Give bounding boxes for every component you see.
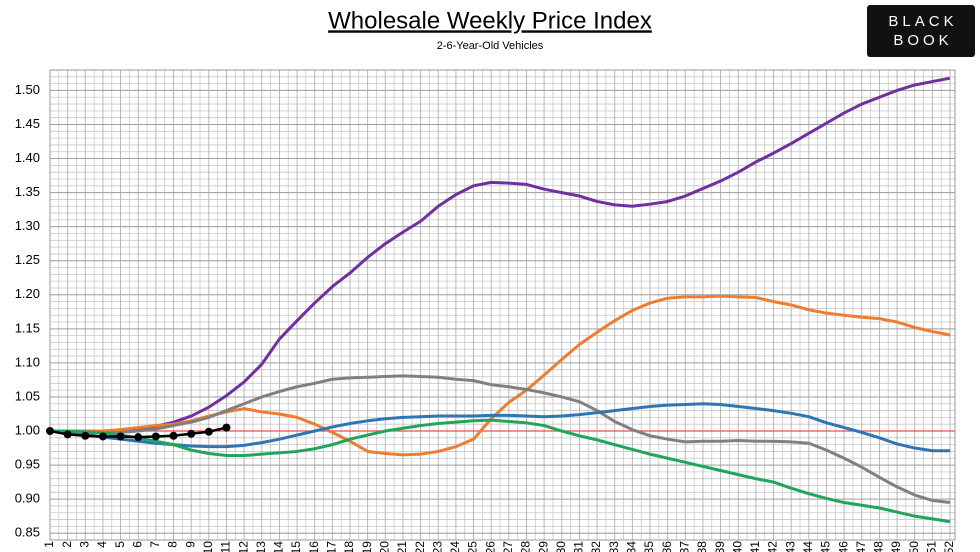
- x-tick-label: 40: [730, 541, 744, 552]
- series-line: [49, 402, 950, 453]
- x-tick-label: 20: [377, 541, 391, 552]
- x-tick-label: 8: [166, 541, 180, 548]
- plot-frame: [49, 69, 956, 541]
- x-tick-label: 44: [801, 541, 815, 552]
- x-tick-label: 10: [201, 541, 215, 552]
- y-tick-label: 1.25: [15, 252, 40, 267]
- series-line: [50, 76, 951, 434]
- y-tick-label: 0.85: [15, 525, 40, 540]
- x-tick-label: 11: [219, 541, 233, 552]
- x-tick-label: 37: [677, 541, 691, 552]
- x-tick-label: 43: [783, 541, 797, 552]
- y-tick-label: 1.00: [15, 422, 40, 437]
- x-tick-label: 3: [77, 541, 91, 548]
- x-tick-label: 35: [642, 541, 656, 552]
- x-tick-label: 5: [113, 541, 127, 548]
- x-tick-label: 48: [872, 541, 886, 552]
- x-tick-label: 24: [448, 541, 462, 552]
- x-tick-label: 36: [660, 541, 674, 552]
- data-point: [46, 427, 54, 436]
- x-tick-label: 15: [289, 541, 303, 552]
- x-tick-label: 33: [607, 541, 621, 552]
- data-point: [204, 427, 213, 436]
- y-tick-label: 0.90: [15, 491, 40, 506]
- x-tick-label: 45: [819, 541, 833, 552]
- x-tick-label: 29: [536, 541, 550, 552]
- y-tick-label: 1.30: [15, 218, 40, 233]
- x-tick-label: 12: [236, 541, 250, 552]
- logo-text: BOOK: [893, 32, 952, 49]
- data-point: [134, 433, 143, 442]
- series-line: [50, 418, 951, 524]
- x-tick-label: 38: [695, 541, 709, 552]
- x-tick-label: 6: [130, 541, 144, 548]
- data-point: [98, 432, 107, 441]
- y-tick-label: 1.10: [15, 354, 40, 369]
- x-tick-label: 26: [483, 541, 497, 552]
- x-tick-label: 13: [254, 541, 268, 552]
- y-tick-label: 1.05: [15, 388, 40, 403]
- x-tick-label: 50: [907, 541, 921, 552]
- series-line: [49, 374, 951, 505]
- x-tick-label: 17: [325, 541, 339, 552]
- data-point: [151, 432, 160, 441]
- x-tick-label: 22: [413, 541, 427, 552]
- x-tick-label: 41: [748, 541, 762, 552]
- x-tick-label: 19: [360, 541, 374, 552]
- chart-title: Wholesale Weekly Price Index: [328, 7, 652, 34]
- plot: [46, 76, 951, 524]
- data-point: [81, 431, 90, 440]
- x-tick-label: 52: [942, 541, 956, 552]
- x-tick-label: 4: [95, 541, 109, 548]
- x-tick-label: 21: [395, 541, 409, 552]
- y-tick-label: 1.35: [15, 184, 40, 199]
- x-tick-label: 9: [183, 541, 197, 548]
- x-tick-label: 7: [148, 541, 162, 548]
- x-tick-label: 18: [342, 541, 356, 552]
- data-point: [169, 431, 178, 440]
- y-tick-label: 1.15: [15, 320, 40, 335]
- logo-box: [867, 5, 975, 57]
- x-tick-label: 42: [766, 541, 780, 552]
- y-tick-label: 1.40: [15, 150, 40, 165]
- x-tick-label: 28: [519, 541, 533, 552]
- y-tick-label: 0.95: [15, 457, 40, 472]
- data-point: [187, 429, 196, 438]
- x-tick-label: 47: [854, 541, 868, 552]
- chart-subtitle: 2-6-Year-Old Vehicles: [437, 40, 544, 52]
- x-tick-label: 39: [713, 541, 727, 552]
- x-tick-label: 1: [42, 541, 56, 548]
- x-tick-label: 51: [925, 541, 939, 552]
- x-tick-label: 49: [889, 541, 903, 552]
- x-tick-label: 23: [430, 541, 444, 552]
- x-tick-label: 30: [554, 541, 568, 552]
- x-tick-label: 46: [836, 541, 850, 552]
- data-point: [116, 432, 125, 441]
- x-tick-label: 34: [625, 541, 639, 552]
- x-tick-label: 31: [572, 541, 586, 552]
- logo-text: BLACK: [888, 13, 957, 30]
- y-tick-label: 1.20: [15, 286, 40, 301]
- data-point: [63, 430, 72, 439]
- x-tick-label: 27: [501, 541, 515, 552]
- x-tick-label: 14: [272, 541, 286, 552]
- x-tick-label: 25: [466, 541, 480, 552]
- x-tick-label: 16: [307, 541, 321, 552]
- x-tick-label: 2: [60, 541, 74, 548]
- y-tick-label: 1.45: [15, 116, 40, 131]
- x-tick-label: 32: [589, 541, 603, 552]
- y-tick-label: 1.50: [15, 82, 40, 97]
- data-point: [222, 423, 231, 432]
